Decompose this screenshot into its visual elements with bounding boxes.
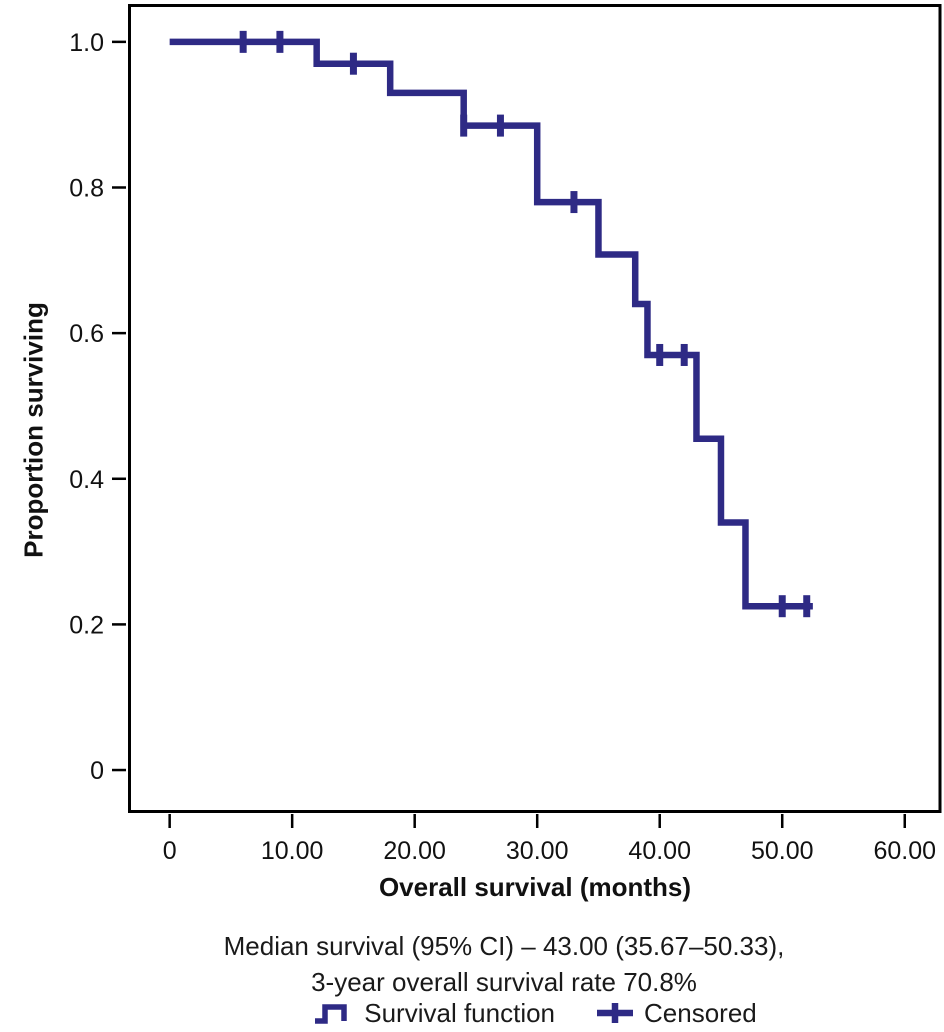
x-axis-label: Overall survival (months) — [378, 872, 692, 902]
censored-plus-icon — [597, 1003, 634, 1023]
x-tick-label: 10.00 — [261, 837, 324, 865]
legend-item-survival-function: Survival function — [313, 998, 555, 1029]
legend-label-censored: Censored — [644, 997, 757, 1028]
y-tick-label: 0.8 — [69, 174, 104, 202]
x-tick-label: 20.00 — [383, 837, 446, 865]
x-tick-label: 60.00 — [873, 837, 936, 865]
caption-3yr-survival: 3-year overall survival rate 70.8% — [311, 967, 697, 997]
y-tick-label: 0 — [90, 757, 104, 785]
x-tick-label: 0 — [163, 837, 177, 865]
legend-label-survival: Survival function — [364, 997, 556, 1028]
figure-caption: Median survival (95% CI) – 43.00 (35.67–… — [64, 928, 944, 1000]
x-tick-label: 30.00 — [506, 837, 569, 865]
y-tick-label: 0.6 — [69, 320, 104, 348]
legend: Survival function Censored — [128, 996, 942, 1030]
y-tick-label: 0.2 — [69, 611, 104, 639]
x-tick-label: 50.00 — [751, 837, 814, 865]
y-axis-label: Proportion surviving — [18, 302, 49, 558]
y-tick-label: 1.0 — [69, 29, 104, 57]
survival-step-curve — [169, 38, 813, 610]
y-tick-label: 0.4 — [69, 466, 104, 494]
x-tick-label: 40.00 — [628, 837, 691, 865]
legend-item-censored: Censored — [595, 998, 757, 1029]
caption-median-survival: Median survival (95% CI) – 43.00 (35.67–… — [223, 931, 785, 961]
plot-frame — [128, 4, 942, 813]
survival-function-step-icon — [315, 1004, 347, 1024]
